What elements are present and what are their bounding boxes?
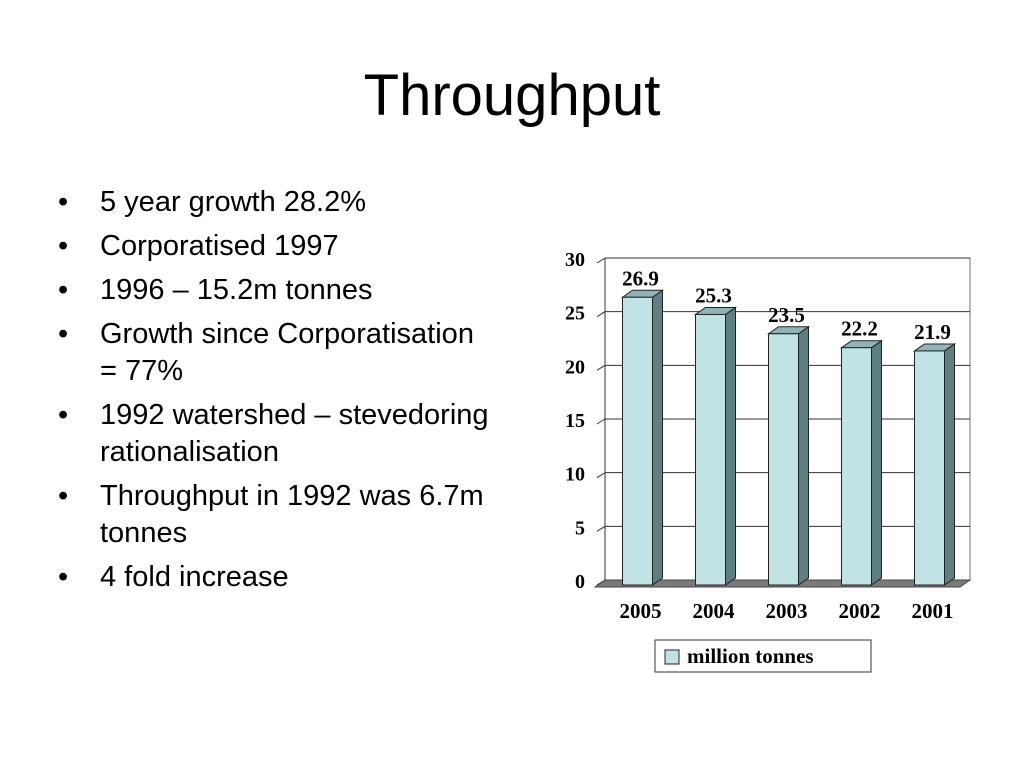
bar	[695, 313, 726, 586]
y-tick	[596, 257, 606, 264]
bar-side	[652, 289, 663, 586]
throughput-bar-chart: 0 5 10 15 20 25 30 26.9 2005 25.3 2004 23.5 2003 22.2…	[565, 249, 972, 673]
y-tick-label: 15	[565, 410, 585, 432]
y-tick	[596, 472, 606, 479]
y-tick-label: 5	[575, 517, 585, 539]
x-tick-label: 2001	[912, 599, 954, 623]
bar	[914, 350, 945, 586]
bullet-list: 5 year growth 28.2% Corporatised 1997 19…	[58, 184, 498, 603]
data-label: 23.5	[768, 303, 805, 327]
x-tick-label: 2003	[766, 599, 808, 623]
slide-title: Throughput	[363, 63, 661, 128]
bullet-item: 5 year growth 28.2%	[58, 184, 498, 221]
legend-label: million tonnes	[687, 644, 814, 668]
y-tick	[596, 418, 606, 425]
bullet-item: 1992 watershed – stevedoring rationalisa…	[58, 397, 498, 471]
bar-side	[798, 325, 809, 586]
data-label: 25.3	[695, 283, 732, 307]
bar-side	[871, 339, 882, 586]
bar	[768, 333, 799, 586]
data-label: 21.9	[914, 320, 951, 344]
legend-box	[654, 639, 872, 673]
x-tick-label: 2004	[693, 599, 736, 623]
y-tick	[596, 311, 606, 318]
bullet-item: Growth since Corporatisation = 77%	[58, 316, 498, 390]
y-tick-label: 20	[565, 356, 585, 378]
data-label: 26.9	[622, 266, 659, 290]
y-tick	[596, 364, 606, 371]
legend-swatch	[664, 649, 680, 665]
y-tick-label: 25	[565, 303, 585, 325]
y-tick-label: 10	[565, 464, 585, 486]
y-tick-label: 30	[565, 249, 585, 271]
bar-side	[944, 342, 955, 586]
bullet-item: 4 fold increase	[58, 559, 498, 596]
x-tick-label: 2002	[839, 599, 881, 623]
bullet-item: 1996 – 15.2m tonnes	[58, 272, 498, 309]
x-tick-label: 2005	[620, 599, 662, 623]
y-tick-label: 0	[575, 571, 585, 593]
bullet-item: Corporatised 1997	[58, 228, 498, 265]
bar-side	[725, 306, 736, 586]
bullet-item: Throughput in 1992 was 6.7m tonnes	[58, 478, 498, 552]
y-tick	[596, 525, 606, 532]
data-label: 22.2	[841, 317, 878, 341]
bar	[622, 296, 653, 586]
bar	[841, 347, 872, 586]
